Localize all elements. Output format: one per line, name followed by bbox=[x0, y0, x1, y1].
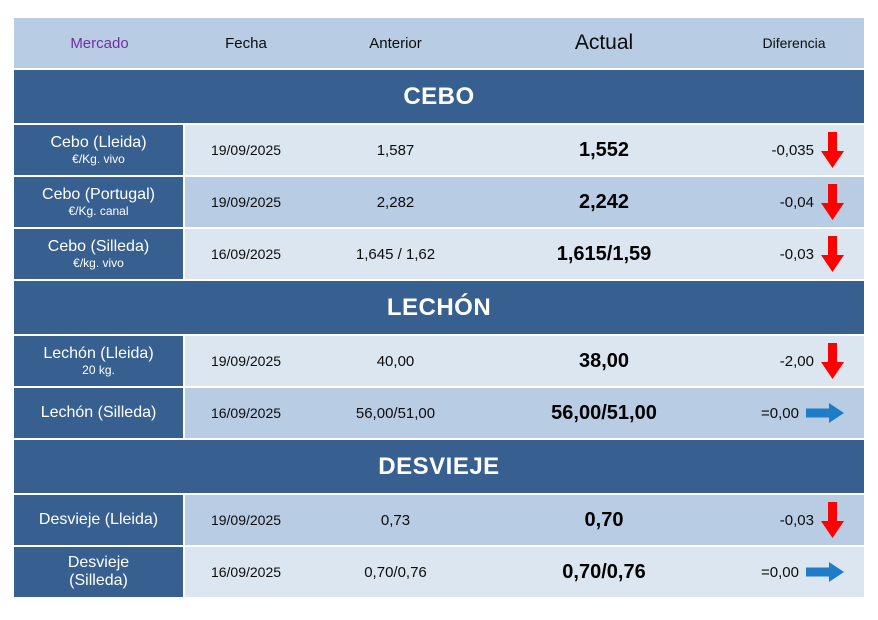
date-cell: 16/09/2025 bbox=[210, 564, 282, 580]
difference-value: -0,04 bbox=[779, 193, 814, 211]
date-cell: 19/09/2025 bbox=[210, 512, 282, 528]
difference-value: -0,03 bbox=[779, 511, 814, 529]
market-price-table: Mercado Fecha Anterior Actual Diferencia… bbox=[14, 18, 864, 597]
table-row-lechon-lleida: Lechón (Lleida) 20 kg. 19/09/2025 40,00 … bbox=[14, 336, 864, 386]
trend-flat-icon bbox=[806, 562, 844, 582]
trend-down-icon bbox=[821, 236, 844, 272]
trend-down-icon bbox=[821, 132, 844, 168]
date-cell: 19/09/2025 bbox=[210, 353, 282, 369]
market-name: Desvieje (Silleda) bbox=[67, 553, 130, 589]
market-cell: Desvieje (Lleida) bbox=[14, 495, 185, 545]
difference-cell: -0,03 bbox=[724, 495, 864, 545]
difference-cell: -0,03 bbox=[724, 229, 864, 279]
table-row-lechon-silleda: Lechón (Silleda) 16/09/2025 56,00/51,00 … bbox=[14, 388, 864, 438]
section-title: CEBO bbox=[403, 82, 475, 110]
trend-arrow bbox=[821, 502, 844, 538]
table-header-row: Mercado Fecha Anterior Actual Diferencia bbox=[14, 18, 864, 68]
section-header-desvieje: DESVIEJE bbox=[14, 440, 864, 493]
difference-cell: -2,00 bbox=[724, 336, 864, 386]
date-cell: 16/09/2025 bbox=[210, 246, 282, 262]
market-cell: Cebo (Portugal) €/Kg. canal bbox=[14, 177, 185, 227]
previous-price-cell: 2,282 bbox=[376, 193, 415, 211]
market-name: Desvieje (Lleida) bbox=[38, 510, 159, 528]
column-header-anterior: Anterior bbox=[369, 34, 422, 52]
table-row-cebo-lleida: Cebo (Lleida) €/Kg. vivo 19/09/2025 1,58… bbox=[14, 125, 864, 175]
market-unit: €/kg. vivo bbox=[73, 256, 124, 270]
previous-price-cell: 1,645 / 1,62 bbox=[355, 245, 436, 263]
current-price-cell: 1,615/1,59 bbox=[556, 242, 652, 265]
difference-cell: =0,00 bbox=[724, 388, 864, 438]
trend-arrow bbox=[821, 236, 844, 272]
difference-value: =0,00 bbox=[761, 404, 799, 422]
market-cell: Lechón (Lleida) 20 kg. bbox=[14, 336, 185, 386]
section-header-lechon: LECHÓN bbox=[14, 281, 864, 334]
difference-cell: =0,00 bbox=[724, 547, 864, 597]
column-header-diferencia: Diferencia bbox=[762, 35, 826, 51]
difference-cell: -0,035 bbox=[724, 125, 864, 175]
market-name: Cebo (Lleida) bbox=[50, 133, 147, 151]
trend-arrow bbox=[821, 184, 844, 220]
market-cell: Cebo (Silleda) €/kg. vivo bbox=[14, 229, 185, 279]
date-cell: 19/09/2025 bbox=[210, 142, 282, 158]
previous-price-cell: 0,70/0,76 bbox=[364, 563, 427, 581]
market-name: Lechón (Silleda) bbox=[40, 403, 157, 421]
market-unit: 20 kg. bbox=[82, 363, 115, 377]
previous-price-cell: 56,00/51,00 bbox=[355, 404, 436, 422]
current-price-cell: 56,00/51,00 bbox=[551, 401, 657, 424]
previous-price-cell: 40,00 bbox=[376, 352, 415, 370]
date-cell: 16/09/2025 bbox=[210, 405, 282, 421]
date-cell: 19/09/2025 bbox=[210, 194, 282, 210]
trend-down-icon bbox=[821, 343, 844, 379]
trend-arrow bbox=[821, 132, 844, 168]
market-cell: Cebo (Lleida) €/Kg. vivo bbox=[14, 125, 185, 175]
column-header-fecha: Fecha bbox=[225, 34, 267, 52]
current-price-cell: 0,70/0,76 bbox=[562, 560, 646, 583]
market-name: Cebo (Silleda) bbox=[47, 237, 150, 255]
difference-value: -0,035 bbox=[771, 141, 814, 159]
previous-price-cell: 0,73 bbox=[380, 511, 411, 529]
previous-price-cell: 1,587 bbox=[376, 141, 415, 159]
difference-value: -0,03 bbox=[779, 245, 814, 263]
difference-value: -2,00 bbox=[779, 352, 814, 370]
market-cell: Desvieje (Silleda) bbox=[14, 547, 185, 597]
market-unit: €/Kg. canal bbox=[68, 204, 129, 218]
table-row-cebo-portugal: Cebo (Portugal) €/Kg. canal 19/09/2025 2… bbox=[14, 177, 864, 227]
trend-flat-icon bbox=[806, 403, 844, 423]
market-name: Lechón (Lleida) bbox=[43, 344, 154, 362]
current-price-cell: 1,552 bbox=[578, 138, 630, 161]
section-title: DESVIEJE bbox=[378, 452, 500, 480]
section-header-cebo: CEBO bbox=[14, 70, 864, 123]
table-row-cebo-silleda: Cebo (Silleda) €/kg. vivo 16/09/2025 1,6… bbox=[14, 229, 864, 279]
column-header-actual: Actual bbox=[574, 31, 634, 54]
section-title: LECHÓN bbox=[386, 293, 492, 321]
market-cell: Lechón (Silleda) bbox=[14, 388, 185, 438]
current-price-cell: 38,00 bbox=[578, 349, 630, 372]
trend-arrow bbox=[806, 561, 844, 583]
market-unit: €/Kg. vivo bbox=[72, 152, 125, 166]
current-price-cell: 0,70 bbox=[584, 508, 624, 531]
current-price-cell: 2,242 bbox=[578, 190, 630, 213]
trend-down-icon bbox=[821, 502, 844, 538]
market-name: Cebo (Portugal) bbox=[42, 185, 155, 203]
difference-cell: -0,04 bbox=[724, 177, 864, 227]
trend-arrow bbox=[821, 343, 844, 379]
difference-value: =0,00 bbox=[761, 563, 799, 581]
table-row-desvieje-lleida: Desvieje (Lleida) 19/09/2025 0,73 0,70 -… bbox=[14, 495, 864, 545]
column-header-mercado: Mercado bbox=[70, 34, 129, 52]
trend-arrow bbox=[806, 402, 844, 424]
table-row-desvieje-silleda: Desvieje (Silleda) 16/09/2025 0,70/0,76 … bbox=[14, 547, 864, 597]
trend-down-icon bbox=[821, 184, 844, 220]
